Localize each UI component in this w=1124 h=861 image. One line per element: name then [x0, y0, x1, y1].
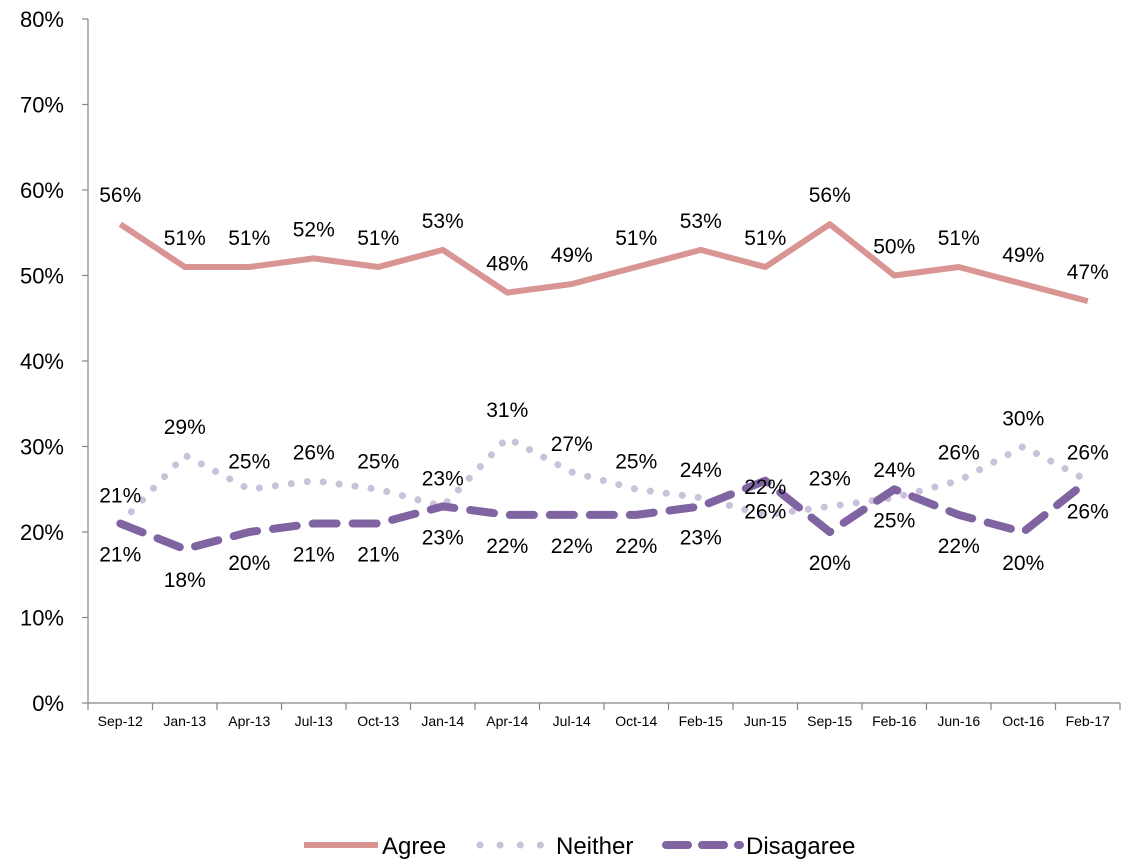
y-tick-label: 80%: [20, 7, 64, 32]
data-label-agree: 50%: [873, 236, 915, 259]
data-label-neither: 23%: [422, 467, 464, 490]
data-label-neither: 22%: [744, 476, 786, 499]
data-label-neither: 24%: [873, 459, 915, 482]
data-label-disagaree: 23%: [422, 526, 464, 549]
series-line-agree: [118, 221, 1089, 304]
data-label-disagaree: 21%: [99, 543, 141, 566]
data-label-neither: 31%: [486, 399, 528, 422]
y-tick-label: 40%: [20, 349, 64, 374]
data-label-agree: 56%: [99, 184, 141, 207]
data-label-agree: 51%: [938, 227, 980, 250]
data-label-agree: 51%: [228, 227, 270, 250]
y-tick-label: 0%: [32, 691, 64, 716]
data-label-neither: 29%: [164, 416, 206, 439]
y-tick-label: 50%: [20, 264, 64, 289]
series-line-neither: [116, 434, 1092, 527]
x-tick-label: Sep-15: [807, 713, 852, 729]
data-label-disagaree: 21%: [357, 543, 399, 566]
x-tick-label: Jul-13: [295, 713, 333, 729]
x-tick-label: Jun-15: [744, 713, 787, 729]
data-label-disagaree: 20%: [228, 552, 270, 575]
data-label-neither: 30%: [1002, 408, 1044, 431]
legend: Agree Neither Disagaree: [304, 833, 855, 860]
x-tick-label: Oct-13: [357, 713, 399, 729]
y-tick-label: 70%: [20, 93, 64, 118]
data-label-neither: 24%: [680, 459, 722, 482]
axes: [87, 19, 1120, 704]
data-label-disagaree: 22%: [938, 535, 980, 558]
x-tick-label: Oct-14: [615, 713, 657, 729]
x-tick-label: Feb-16: [872, 713, 917, 729]
data-label-disagaree: 22%: [615, 535, 657, 558]
data-label-disagaree: 22%: [551, 535, 593, 558]
data-label-agree: 51%: [164, 227, 206, 250]
y-axis-ticks: 0% 10% 20% 30% 40% 50% 60% 70% 80%: [20, 7, 88, 716]
data-labels: 56% 51% 51% 52% 51% 53% 48% 49% 51% 53% 51% 56% 50% 5…: [99, 184, 1109, 592]
data-label-neither: 26%: [938, 442, 980, 465]
data-label-agree: 49%: [1002, 244, 1044, 267]
data-label-agree: 56%: [809, 184, 851, 207]
x-tick-label: Feb-15: [679, 713, 724, 729]
data-label-neither: 25%: [615, 450, 657, 473]
legend-label-neither: Neither: [556, 833, 633, 860]
x-tick-label: Sep-12: [98, 713, 143, 729]
y-tick-label: 60%: [20, 178, 64, 203]
data-label-agree: 49%: [551, 244, 593, 267]
y-tick-label: 20%: [20, 520, 64, 545]
data-label-disagaree: 20%: [809, 552, 851, 575]
data-label-agree: 52%: [293, 218, 335, 241]
data-label-neither: 25%: [228, 450, 270, 473]
data-label-neither: 23%: [809, 467, 851, 490]
data-label-agree: 51%: [744, 227, 786, 250]
data-label-disagaree: 25%: [873, 509, 915, 532]
series-line-disagaree: [116, 476, 1092, 554]
data-label-neither: 27%: [551, 433, 593, 456]
data-label-disagaree: 22%: [486, 535, 528, 558]
data-label-neither: 26%: [293, 442, 335, 465]
y-tick-label: 30%: [20, 435, 64, 460]
data-label-disagaree: 26%: [1067, 501, 1109, 524]
x-tick-label: Apr-13: [228, 713, 270, 729]
x-tick-label: Jan-13: [163, 713, 206, 729]
x-tick-label: Oct-16: [1002, 713, 1044, 729]
data-label-disagaree: 20%: [1002, 552, 1044, 575]
data-label-neither: 26%: [1067, 442, 1109, 465]
data-label-neither: 21%: [99, 484, 141, 507]
x-tick-label: Jan-14: [421, 713, 464, 729]
data-label-agree: 53%: [680, 210, 722, 233]
data-label-agree: 51%: [357, 227, 399, 250]
data-label-disagaree: 21%: [293, 543, 335, 566]
legend-label-disagaree: Disagaree: [746, 833, 855, 860]
x-tick-label: Jul-14: [553, 713, 591, 729]
data-label-neither: 25%: [357, 450, 399, 473]
x-tick-label: Feb-17: [1066, 713, 1111, 729]
x-axis-ticks: Sep-12 Jan-13 Apr-13 Jul-13 Oct-13 Jan-14 Apr-…: [87, 703, 1121, 729]
data-label-agree: 53%: [422, 210, 464, 233]
y-tick-label: 10%: [20, 606, 64, 631]
data-label-agree: 47%: [1067, 261, 1109, 284]
data-label-agree: 48%: [486, 253, 528, 276]
series-lines: [116, 221, 1092, 554]
x-tick-label: Jun-16: [937, 713, 980, 729]
data-label-disagaree: 18%: [164, 569, 206, 592]
data-label-disagaree: 23%: [680, 526, 722, 549]
x-tick-label: Apr-14: [486, 713, 528, 729]
data-label-agree: 51%: [615, 227, 657, 250]
data-label-disagaree: 26%: [744, 501, 786, 524]
legend-label-agree: Agree: [382, 833, 446, 860]
